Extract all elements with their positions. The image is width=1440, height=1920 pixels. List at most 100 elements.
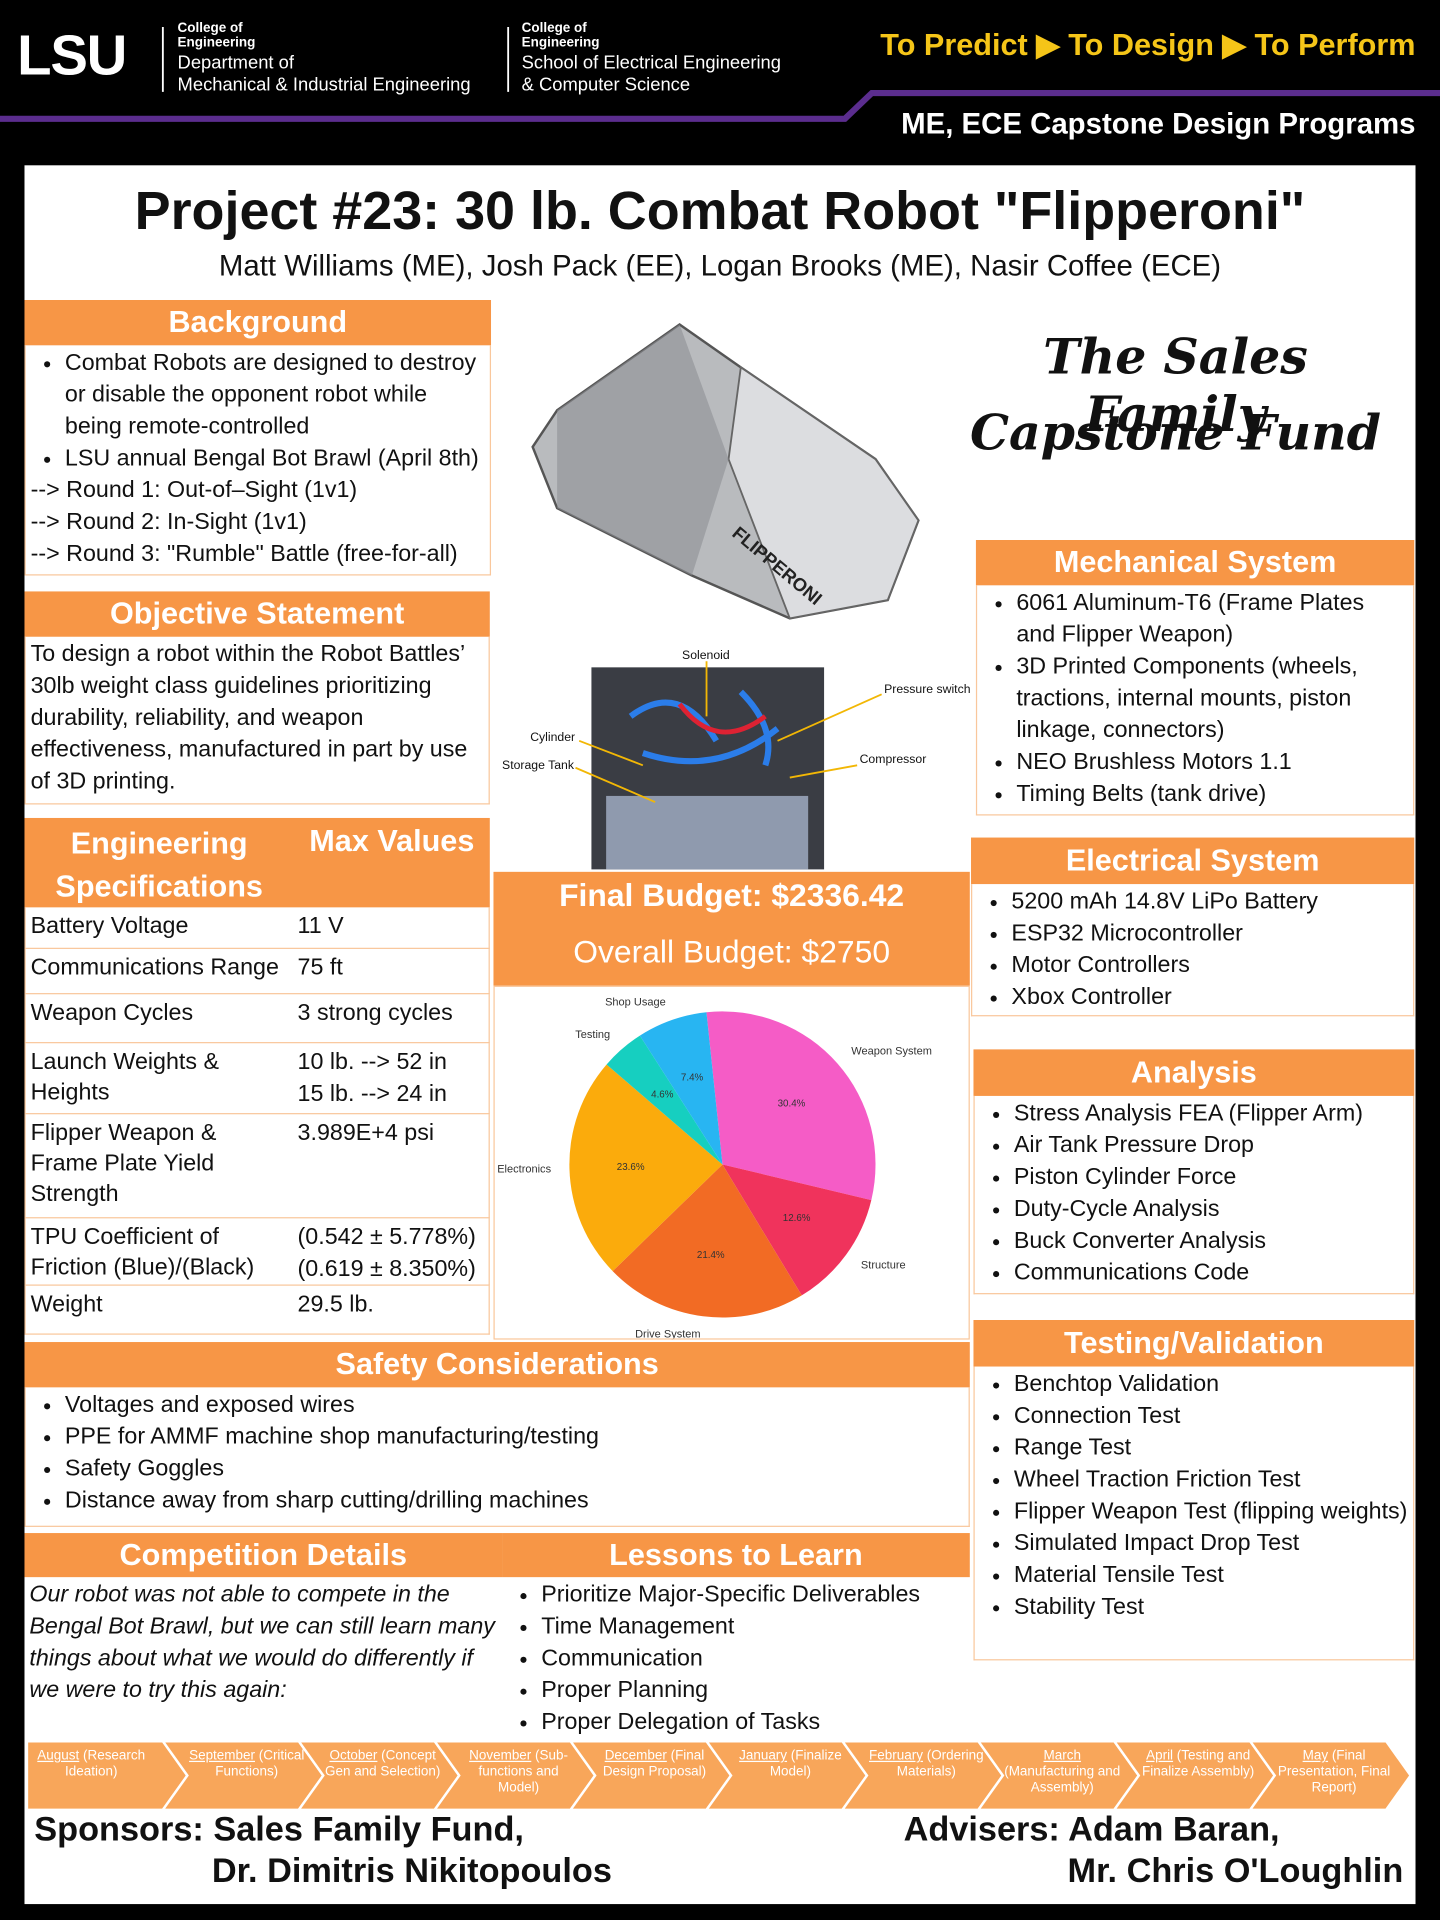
section-heading: Testing/Validation xyxy=(973,1320,1415,1367)
pie-label: Electronics xyxy=(497,1163,551,1175)
section-body: Combat Robots are designed to destroy or… xyxy=(24,345,492,576)
robot-render: FLIPPERONI xyxy=(531,322,920,620)
timeline-step: December (Final Design Proposal) xyxy=(595,1749,714,1805)
photo-label: Storage Tank xyxy=(502,759,574,773)
section-body: To design a robot within the Robot Battl… xyxy=(24,636,490,805)
spec-header: Max Values xyxy=(309,824,475,859)
final-budget: Final Budget: $2336.42 xyxy=(559,876,905,914)
section-body: Our robot was not able to compete in the… xyxy=(24,1577,502,1739)
sponsors: Dr. Dimitris Nikitopoulos xyxy=(211,1851,612,1890)
college-name: College of xyxy=(521,20,587,36)
round: --> Round 2: In-Sight (1v1) xyxy=(30,509,307,536)
spec-row: Launch Weights & Heights 10 lb. --> 52 in… xyxy=(24,1043,490,1115)
timeline-month: November xyxy=(469,1748,532,1764)
spec-value: 29.5 lb. xyxy=(297,1291,374,1318)
spec-label: TPU Coefficient of Friction (Blue)/(Blac… xyxy=(30,1224,255,1281)
spec-row: Battery Voltage 11 V xyxy=(24,907,490,949)
timeline-detail: (Sub-functions and Model) xyxy=(478,1748,568,1796)
bullet: Proper Delegation of Tasks xyxy=(541,1707,965,1739)
round: --> Round 1: Out-of–Sight (1v1) xyxy=(30,477,358,504)
section-body: Voltages and exposed wiresPPE for AMMF m… xyxy=(24,1387,970,1527)
spec-heading xyxy=(24,817,490,908)
pie-label: Weapon System xyxy=(851,1045,932,1057)
college-name: Engineering xyxy=(521,35,600,51)
timeline-step: March (Manufacturing and Assembly) xyxy=(1003,1749,1122,1805)
timeline-month: August xyxy=(37,1748,80,1764)
section-body: 6061 Aluminum-T6 (Frame Plates and Flipp… xyxy=(975,585,1415,816)
header-decor xyxy=(0,26,1440,122)
section-heading: Analysis xyxy=(973,1049,1415,1096)
photo-detail xyxy=(677,702,767,735)
spec-label: Flipper Weapon & Frame Plate Yield Stren… xyxy=(30,1120,217,1208)
photo-label: Compressor xyxy=(859,753,927,767)
department-name: & Computer Science xyxy=(521,74,691,96)
spec-label: Weapon Cycles xyxy=(30,1000,194,1027)
section-heading: Electrical System xyxy=(971,837,1415,885)
sponsors: Sponsors: Sales Family Fund, xyxy=(34,1809,524,1848)
spec-row: Weight 29.5 lb. xyxy=(24,1285,490,1335)
timeline-month: October xyxy=(329,1748,378,1764)
bullet: Communications Code xyxy=(1014,1258,1408,1290)
timeline-month: February xyxy=(869,1748,923,1764)
bullet: Flipper Weapon Test (flipping weights) xyxy=(1014,1496,1408,1528)
round: --> Round 3: "Rumble" Battle (free-for-a… xyxy=(30,541,458,567)
bullet: Motor Controllers xyxy=(1011,950,1408,982)
fund-name: The Sales Family xyxy=(1043,328,1308,444)
timeline-step: April (Testing and Finalize Assembly) xyxy=(1139,1749,1258,1805)
photo-detail xyxy=(606,795,809,870)
section-heading: Mechanical System xyxy=(975,540,1415,586)
bullet: Buck Converter Analysis xyxy=(1014,1226,1408,1258)
bullet: Safety Goggles xyxy=(65,1453,964,1485)
spec-value: (0.619 ± 8.350%) xyxy=(297,1256,476,1283)
pie-label: Testing xyxy=(575,1029,610,1041)
timeline-step: February (Ordering Materials) xyxy=(867,1749,986,1805)
robot-side xyxy=(557,324,729,576)
pie-value-label: 12.6% xyxy=(783,1213,811,1224)
spec-value: 11 V xyxy=(297,913,344,940)
budget-box xyxy=(493,871,970,986)
timeline-month: April xyxy=(1146,1748,1174,1764)
timeline-detail: (Finalize Model) xyxy=(769,1748,842,1780)
spec-label: Weight xyxy=(30,1291,103,1318)
timeline-month: September xyxy=(189,1748,255,1764)
bullet: Stability Test xyxy=(1014,1592,1408,1624)
timeline-detail: (Concept Gen and Selection) xyxy=(324,1748,441,1780)
pie-slice xyxy=(706,1011,876,1201)
section-heading: Objective Statement xyxy=(24,591,490,637)
pie-slice xyxy=(722,1164,872,1296)
programs: ME, ECE Capstone Design Programs xyxy=(901,107,1416,141)
pie-label: Shop Usage xyxy=(605,997,666,1009)
overall-budget: Overall Budget: $2750 xyxy=(573,933,891,970)
spec-row: TPU Coefficient of Friction (Blue)/(Blac… xyxy=(24,1218,490,1286)
spec-label: Communications Range xyxy=(30,955,279,981)
college-name: Engineering xyxy=(177,35,256,51)
section-body: Prioritize Major-Specific DeliverablesTi… xyxy=(502,1577,970,1739)
bullet-list: Stress Analysis FEA (Flipper Arm)Air Tan… xyxy=(980,1098,1409,1289)
bullet: PPE for AMMF machine shop manufacturing/… xyxy=(65,1422,964,1454)
advisers: Advisers: Adam Baran, xyxy=(903,1809,1280,1848)
department-name: School of Electrical Engineering xyxy=(521,52,781,74)
pie-slice xyxy=(639,1012,723,1165)
section-heading: Background xyxy=(24,300,492,346)
bullet: Distance away from sharp cutting/drillin… xyxy=(65,1485,964,1517)
timeline-step: May (Final Presentation, Final Report) xyxy=(1275,1749,1394,1805)
timeline-arrow xyxy=(1247,1740,1413,1812)
timeline xyxy=(26,1740,1413,1812)
bullet-list: Voltages and exposed wiresPPE for AMMF m… xyxy=(31,1390,964,1517)
pie-slice xyxy=(612,1164,802,1318)
internals-photo xyxy=(575,661,883,870)
bullet-list: Combat Robots are designed to destroy or… xyxy=(31,348,485,475)
leader-lines xyxy=(575,661,883,803)
photo-label: Pressure switch xyxy=(884,683,971,697)
spec-value: 10 lb. --> 52 in xyxy=(297,1049,447,1076)
timeline-detail: (Final Presentation, Final Report) xyxy=(1277,1748,1391,1796)
timeline-month: January xyxy=(739,1748,788,1764)
bullet: Time Management xyxy=(541,1611,965,1643)
bullet: Xbox Controller xyxy=(1011,982,1408,1014)
timeline-step: January (Finalize Model) xyxy=(731,1749,850,1805)
spec-value: (0.542 ± 5.778%) xyxy=(297,1224,476,1251)
timeline-detail: (Research Ideation) xyxy=(65,1748,146,1780)
pie-value-label: 7.4% xyxy=(681,1072,704,1083)
bullet: Voltages and exposed wires xyxy=(65,1390,964,1422)
logo: LSU xyxy=(17,23,127,87)
